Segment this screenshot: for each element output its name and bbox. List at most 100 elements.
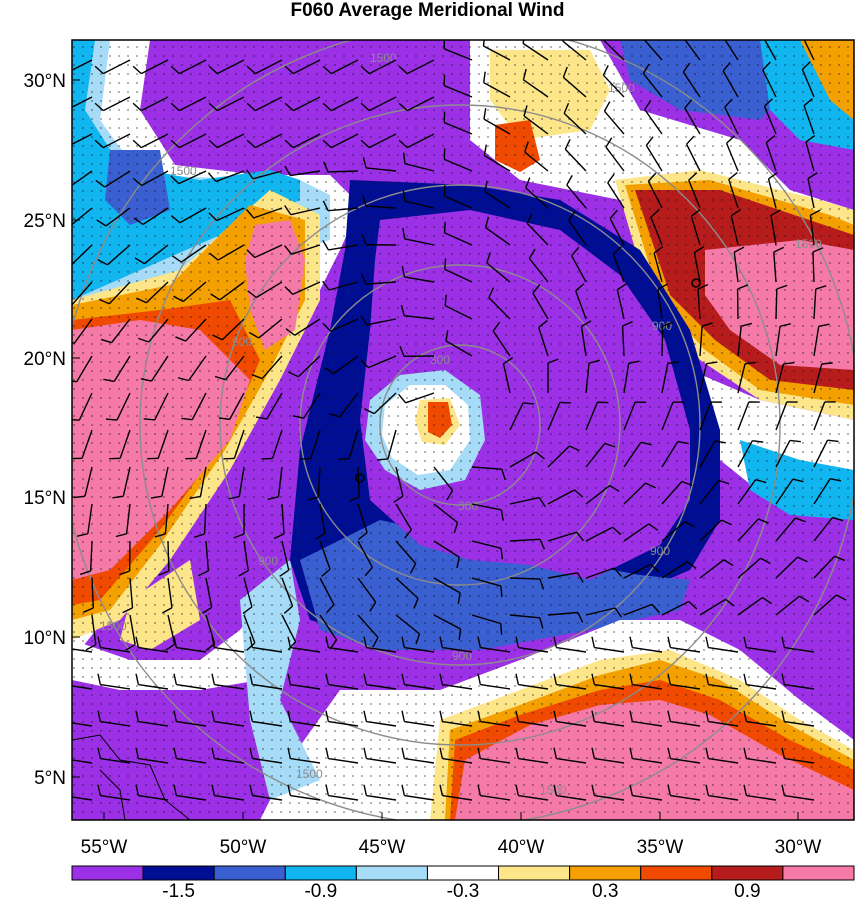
wind-barb-flag xyxy=(94,102,104,112)
wind-barb-shaft xyxy=(623,523,650,542)
wind-barb-flag xyxy=(758,518,769,524)
lon-tick-label: 35°W xyxy=(637,837,684,858)
wind-barb-shaft xyxy=(164,503,169,534)
wind-barb-flag xyxy=(398,102,408,112)
wind-barb-flag xyxy=(576,572,584,583)
wind-barb-flag xyxy=(348,496,360,502)
wind-barb-shaft xyxy=(144,244,169,265)
wind-barb-shaft xyxy=(773,252,777,283)
wind-barb-flag xyxy=(209,252,219,261)
colorbar-swatch xyxy=(569,865,642,881)
wind-barb-flag xyxy=(273,533,285,540)
wind-barb-shaft xyxy=(404,315,435,320)
colorbar-swatch xyxy=(640,865,713,881)
wind-barb-flag xyxy=(246,139,256,149)
wind-barb-shaft xyxy=(404,757,435,764)
wind-barb-shaft xyxy=(518,683,549,690)
colorbar-label: 0.3 xyxy=(592,881,618,900)
wind-barb-shaft xyxy=(699,559,725,579)
wind-barb-flag xyxy=(325,636,330,648)
colorbar-swatch xyxy=(284,865,357,881)
wind-barb-flag xyxy=(170,175,180,185)
wind-barb-flag xyxy=(140,377,152,382)
wind-barb-flag xyxy=(247,290,257,299)
wind-barb-flag xyxy=(161,607,173,614)
wind-barb-shaft xyxy=(602,74,625,98)
wind-barb-flag xyxy=(650,209,660,218)
wind-barb-flag xyxy=(358,532,368,540)
wind-barb-flag xyxy=(60,711,62,722)
wind-barb-shaft xyxy=(623,363,630,394)
wind-barb-shaft xyxy=(670,720,701,727)
wind-barb-flag xyxy=(694,246,705,254)
wind-barb-shaft xyxy=(784,757,815,764)
wind-barb-flag xyxy=(697,283,709,290)
wind-barb-shaft xyxy=(670,646,701,653)
wind-barb-flag xyxy=(500,623,503,635)
wind-barb-flag xyxy=(171,255,182,263)
wind-barb-shaft xyxy=(556,794,587,801)
wind-barb-shaft xyxy=(653,252,663,283)
wind-barb-flag xyxy=(834,555,846,562)
wind-barb-shaft xyxy=(395,540,417,565)
wind-barb-shaft xyxy=(319,614,338,641)
wind-barb-flag xyxy=(612,526,622,536)
wind-barb-flag xyxy=(488,287,495,298)
wind-barb-flag xyxy=(173,784,178,796)
wind-barb-flag xyxy=(574,489,584,498)
wind-barb-flag xyxy=(362,157,367,169)
wind-barb-shaft xyxy=(258,318,283,339)
wind-barb-shaft xyxy=(116,392,131,421)
wind-barb-flag xyxy=(657,283,669,290)
colorbar: -1.5-0.9-0.30.30.91.5 xyxy=(71,865,855,900)
wind-barb-flag xyxy=(132,102,142,112)
wind-barb-shaft xyxy=(290,757,321,764)
wind-barb-flag xyxy=(439,710,444,722)
wind-barb-shaft xyxy=(661,600,690,616)
wind-barb-flag xyxy=(97,710,102,722)
wind-barb-flag xyxy=(812,247,824,253)
wind-barb-shaft xyxy=(100,683,131,690)
wind-barb-shaft xyxy=(328,281,359,291)
contour-label: 900 xyxy=(452,649,472,663)
wind-barb-flag xyxy=(653,246,664,254)
wind-barb-flag xyxy=(500,509,504,521)
wind-barb-shaft xyxy=(327,170,359,173)
wind-barb-flag xyxy=(500,585,503,598)
wind-barb-flag xyxy=(836,594,847,601)
wind-barb-shaft xyxy=(661,325,664,357)
wind-barb-shaft xyxy=(699,440,716,468)
wind-barb-flag xyxy=(97,259,108,266)
wind-barb-shaft xyxy=(111,318,131,344)
wind-barb-shaft xyxy=(644,109,663,135)
wind-barb-flag xyxy=(781,784,786,796)
wind-barb-flag xyxy=(246,102,256,112)
wind-barb-shaft xyxy=(373,392,397,415)
wind-barb-shaft xyxy=(445,340,473,357)
wind-barb-shaft xyxy=(471,540,502,550)
wind-barb-shaft xyxy=(254,96,283,112)
lat-tick-label: 30°N xyxy=(24,71,66,92)
wind-barb-shaft xyxy=(216,59,245,75)
wind-barb-shaft xyxy=(784,683,815,690)
wind-barb-flag xyxy=(173,673,178,685)
wind-barb-flag xyxy=(238,570,249,577)
wind-barb-shaft xyxy=(167,540,170,572)
wind-barb-flag xyxy=(629,784,634,796)
wind-barb-shaft xyxy=(281,577,294,607)
wind-barb-flag xyxy=(249,784,254,796)
wind-barb-shaft xyxy=(571,255,587,283)
wind-barb-flag xyxy=(135,636,140,648)
wind-barb-flag xyxy=(730,209,741,217)
wind-barb-shaft xyxy=(784,720,815,727)
wind-barb-flag xyxy=(98,298,110,305)
contour-label: 1500 xyxy=(540,783,567,797)
colorbar-swatch xyxy=(71,865,144,881)
longitude-axis: 55°W 50°W 45°W 40°W 35°W 30°W xyxy=(81,812,821,858)
wind-barb-flag xyxy=(284,286,294,295)
wind-barb-flag xyxy=(591,784,596,796)
wind-barb-flag xyxy=(667,636,672,648)
wind-barb-shaft xyxy=(670,757,701,764)
wind-barb-shaft xyxy=(281,540,290,571)
wind-barb-flag xyxy=(457,592,461,604)
